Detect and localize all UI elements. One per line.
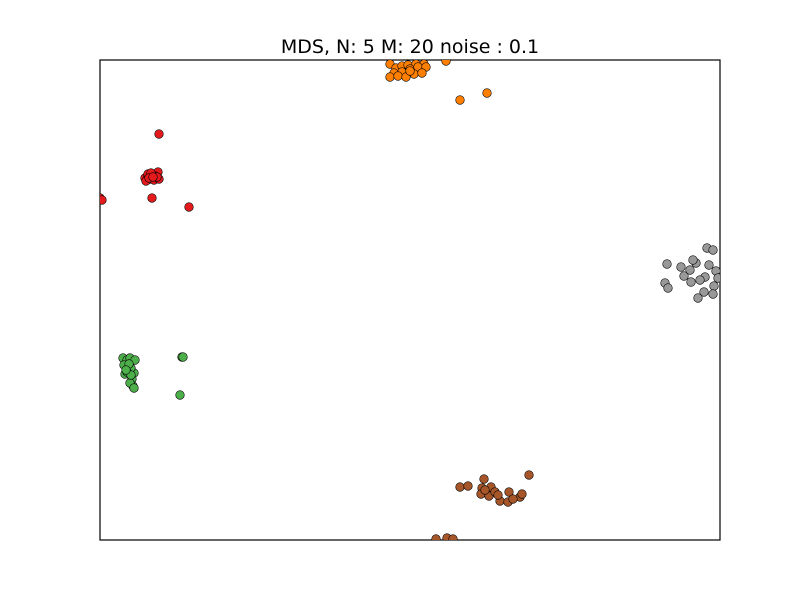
scatter-point-s4-p1 (479, 474, 489, 484)
scatter-point-s0-p12 (385, 72, 395, 82)
scatter-point-s1-p12 (100, 195, 107, 205)
scatter-point-s3-p1 (708, 245, 718, 255)
scatter-point-s3-p10 (713, 273, 720, 283)
scatter-point-s4-p11 (517, 489, 527, 499)
scatter-point-s1-p0 (154, 129, 164, 139)
scatter-point-s3-p17 (708, 289, 718, 299)
scatter-point-s3-p19 (695, 275, 705, 285)
chart-title: MDS, N: 5 M: 20 noise : 0.1 (281, 36, 539, 58)
scatter-point-s1-p13 (147, 193, 157, 203)
scatter-point-s4-p19 (493, 490, 503, 500)
scatter-point-s2-p15 (175, 390, 185, 400)
scatter-point-s0-p16 (417, 68, 427, 78)
scatter-point-s4-p2 (455, 482, 465, 492)
scatter-point-s0-p13 (393, 71, 403, 81)
scatter-point-s4-p9 (504, 487, 514, 497)
scatter-point-s3-p16 (693, 293, 703, 303)
scatter-point-s4-p15 (431, 534, 441, 540)
scatter-point-s0-p17 (455, 95, 465, 105)
scatter-point-s3-p6 (704, 260, 714, 270)
scatter-point-s1-p19 (148, 172, 158, 182)
plot-area (99, 59, 721, 541)
scatter-point-s3-p14 (663, 283, 673, 293)
scatter-point-s4-p17 (448, 534, 458, 540)
scatter-point-s3-p5 (688, 255, 698, 265)
scatter-point-s2-p18 (121, 365, 131, 375)
scatter-point-s3-p18 (685, 265, 695, 275)
scatter-points (100, 60, 720, 540)
scatter-point-s0-p18 (482, 88, 492, 98)
scatter-point-s3-p12 (686, 277, 696, 287)
scatter-point-s3-p8 (679, 271, 689, 281)
scatter-point-s0-p19 (405, 66, 415, 76)
scatter-point-s3-p13 (709, 281, 719, 291)
scatter-point-s4-p0 (524, 470, 534, 480)
scatter-point-s4-p3 (463, 481, 473, 491)
scatter-point-s2-p13 (129, 383, 139, 393)
scatter-point-s3-p15 (699, 287, 709, 297)
scatter-point-s2-p19 (178, 352, 188, 362)
scatter-point-s3-p3 (676, 262, 686, 272)
scatter-point-s4-p14 (508, 494, 518, 504)
scatter-point-s3-p2 (662, 259, 672, 269)
scatter-point-s0-p11 (441, 60, 451, 66)
scatter-point-s4-p18 (480, 485, 490, 495)
scatter-point-s1-p14 (184, 202, 194, 212)
